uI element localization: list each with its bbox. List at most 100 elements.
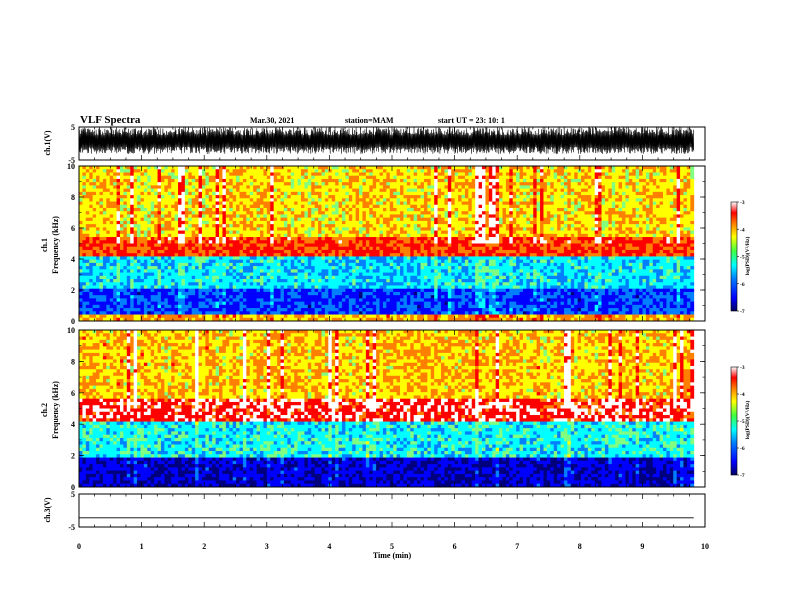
spectrogram-cell bbox=[376, 166, 380, 170]
spectrogram-cell bbox=[478, 240, 483, 244]
spectrogram-cell bbox=[304, 227, 309, 231]
spectrogram-cell bbox=[270, 217, 275, 222]
spectrogram-cell bbox=[492, 217, 497, 222]
spectrogram-cell bbox=[673, 249, 678, 254]
spectrogram-cell bbox=[181, 230, 186, 235]
spectrogram-cell bbox=[423, 227, 428, 231]
spectrogram-cell bbox=[526, 195, 531, 199]
spectrogram-cell bbox=[236, 166, 240, 170]
spectrogram-cell bbox=[205, 227, 210, 231]
spectrogram-cell bbox=[591, 224, 596, 228]
spectrogram-cell bbox=[492, 166, 497, 170]
spectrogram-cell bbox=[615, 198, 619, 202]
spectrogram-cell bbox=[324, 201, 329, 206]
spectrogram-cell bbox=[99, 214, 104, 219]
spectrogram-cell bbox=[447, 240, 452, 244]
spectrogram-cell bbox=[102, 195, 107, 199]
spectrogram-cell bbox=[686, 230, 691, 235]
spectrogram-cell bbox=[82, 178, 87, 183]
spectrogram-cell bbox=[260, 195, 264, 199]
spectrogram-cell bbox=[430, 243, 435, 248]
spectrogram-cell bbox=[417, 185, 421, 190]
spectrogram-cell bbox=[352, 172, 357, 177]
spectrogram-cell bbox=[577, 211, 582, 215]
spectrogram-cell bbox=[560, 175, 565, 180]
spectrogram-cell bbox=[574, 182, 579, 186]
spectrogram-cell bbox=[280, 175, 285, 180]
spectrogram-cell bbox=[106, 178, 111, 183]
spectrogram-cell bbox=[423, 178, 428, 183]
spectrogram-cell bbox=[167, 230, 172, 235]
spectrogram-cell bbox=[280, 227, 285, 231]
spectrogram-cell bbox=[625, 214, 630, 219]
spectrogram-cell bbox=[126, 175, 131, 180]
spectrogram-cell bbox=[195, 198, 199, 202]
spectrogram-cell bbox=[314, 230, 319, 235]
spectrogram-cell bbox=[137, 188, 141, 193]
spectrogram-cell bbox=[143, 166, 148, 170]
spectrogram-cell bbox=[96, 246, 100, 251]
spectrogram-cell bbox=[277, 207, 281, 212]
spectrogram-cell bbox=[188, 249, 193, 254]
spectrogram-cell bbox=[502, 224, 507, 228]
spectrogram-cell bbox=[604, 175, 609, 180]
spectrogram-cell bbox=[649, 214, 654, 219]
spectrogram-cell bbox=[410, 175, 415, 180]
spectrogram-cell bbox=[318, 246, 322, 251]
spectrogram-cell bbox=[570, 237, 575, 241]
spectrogram-cell bbox=[512, 175, 517, 180]
spectrogram-cell bbox=[553, 243, 558, 248]
spectrogram-cell bbox=[109, 224, 114, 228]
spectrogram-cell bbox=[260, 246, 264, 251]
spectrogram-cell bbox=[219, 253, 223, 257]
spectrogram-cell bbox=[471, 172, 476, 177]
spectrogram-cell bbox=[102, 240, 107, 244]
spectrogram-cell bbox=[447, 230, 452, 235]
spectrogram-cell bbox=[485, 198, 490, 202]
spectrogram-cell bbox=[669, 172, 674, 177]
spectrogram-cell bbox=[266, 188, 271, 193]
spectrogram-cell bbox=[150, 178, 155, 183]
spectrogram-cell bbox=[85, 253, 90, 257]
spectrogram-cell bbox=[686, 246, 691, 251]
spectrogram-cell bbox=[253, 211, 257, 215]
spectrogram-cell bbox=[372, 217, 377, 222]
spectrogram-cell bbox=[615, 175, 619, 180]
spectrogram-cell bbox=[447, 188, 452, 193]
spectrogram-cell bbox=[359, 211, 363, 215]
spectrogram-cell bbox=[386, 233, 391, 238]
spectrogram-cell bbox=[369, 207, 374, 212]
spectrogram-cell bbox=[287, 198, 292, 202]
spectrogram-cell bbox=[686, 243, 691, 248]
spectrogram-cell bbox=[304, 204, 309, 209]
spectrogram-cell bbox=[481, 169, 486, 173]
spectrogram-cell bbox=[362, 211, 367, 215]
spectrogram-cell bbox=[447, 237, 452, 241]
spectrogram-cell bbox=[106, 217, 111, 222]
spectrogram-cell bbox=[587, 237, 592, 241]
spectrogram-cell bbox=[331, 191, 336, 196]
spectrogram-cell bbox=[137, 172, 141, 177]
spectrogram-cell bbox=[119, 224, 124, 228]
spectrogram-cell bbox=[574, 204, 579, 209]
spectrogram-cell bbox=[560, 211, 565, 215]
spectrogram-cell bbox=[99, 166, 104, 170]
spectrogram-cell bbox=[567, 214, 572, 219]
spectrogram-cell bbox=[389, 188, 394, 193]
spectrogram-cell bbox=[123, 214, 128, 219]
spectrogram-cell bbox=[461, 182, 466, 186]
spectrogram-cell bbox=[461, 237, 466, 241]
spectrogram-cell bbox=[314, 246, 319, 251]
spectrogram-cell bbox=[328, 249, 333, 254]
spectrogram-cell bbox=[321, 195, 326, 199]
spectrogram-cell bbox=[396, 172, 401, 177]
spectrogram-cell bbox=[266, 243, 271, 248]
spectrogram-cell bbox=[622, 169, 626, 173]
spectrogram-cell bbox=[581, 175, 585, 180]
spectrogram-cell bbox=[423, 211, 428, 215]
spectrogram-cell bbox=[150, 227, 155, 231]
spectrogram-cell bbox=[628, 220, 633, 225]
spectrogram-cell bbox=[536, 211, 541, 215]
spectrogram-cell bbox=[560, 230, 565, 235]
spectrogram-cell bbox=[468, 198, 473, 202]
